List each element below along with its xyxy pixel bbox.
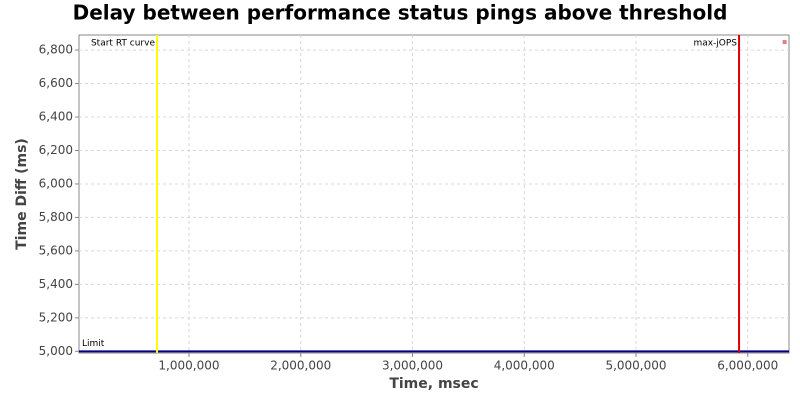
chart-title: Delay between performance status pings a… <box>73 1 728 25</box>
x-tick-label: 4,000,000 <box>494 359 555 373</box>
y-tick-label: 5,800 <box>39 210 73 224</box>
y-tick-label: 6,400 <box>39 110 73 124</box>
plot-area <box>78 34 790 354</box>
y-tick-label: 5,000 <box>39 344 73 358</box>
marker-label: Start RT curve <box>91 39 155 49</box>
x-tick-label: 5,000,000 <box>605 359 666 373</box>
y-tick-label: 6,200 <box>39 143 73 157</box>
marker-label: max-jOPS <box>693 39 737 49</box>
x-axis-label: Time, msec <box>389 376 478 392</box>
x-tick-label: 6,000,000 <box>717 359 778 373</box>
y-tick-label: 6,000 <box>39 176 73 190</box>
y-axis-label: Time Diff (ms) <box>14 138 30 250</box>
limit-label: Limit <box>82 339 105 349</box>
y-tick-label: 5,200 <box>39 310 73 324</box>
point <box>782 40 787 45</box>
y-tick-label: 5,400 <box>39 277 73 291</box>
x-tick-label: 3,000,000 <box>382 359 443 373</box>
y-tick-label: 6,600 <box>39 76 73 90</box>
y-tick-label: 6,800 <box>39 43 73 57</box>
x-tick-label: 2,000,000 <box>270 359 331 373</box>
x-tick-label: 1,000,000 <box>158 359 219 373</box>
y-tick-label: 5,600 <box>39 243 73 257</box>
